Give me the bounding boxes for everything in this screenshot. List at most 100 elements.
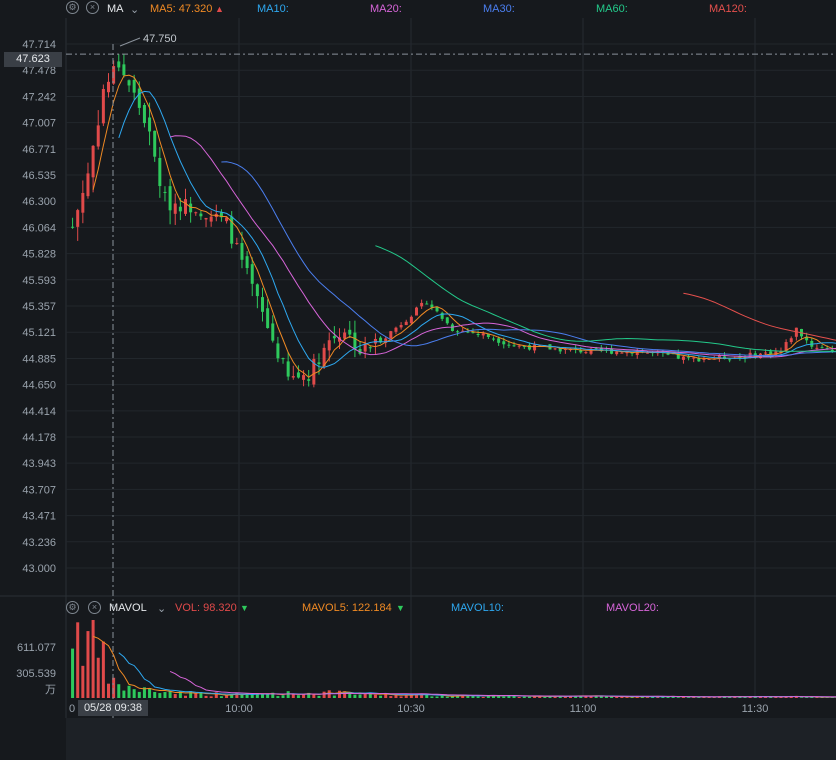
candle-body xyxy=(148,117,152,132)
candle-body xyxy=(209,216,213,222)
candle-body xyxy=(250,264,254,284)
price-tick-label: 44.885 xyxy=(22,353,56,365)
candle-body xyxy=(112,66,116,84)
settings-icon[interactable]: ⚙ xyxy=(66,1,79,14)
candle-body xyxy=(281,358,285,360)
ma5-line xyxy=(92,74,836,378)
volume-bar xyxy=(671,696,675,698)
candle-body xyxy=(81,192,85,213)
price-tick-label: 44.414 xyxy=(22,406,56,418)
volume-bar xyxy=(178,691,182,698)
candle-body xyxy=(743,356,747,359)
mavol10-line xyxy=(118,652,836,698)
volume-bar xyxy=(163,692,167,698)
crosshair-price-label: 47.623 xyxy=(4,52,62,67)
volume-bar xyxy=(230,694,234,698)
volume-bar xyxy=(810,696,814,698)
candle-body xyxy=(805,337,809,341)
candle-body xyxy=(379,337,383,343)
candle-body xyxy=(563,348,567,350)
mavol20-label: MAVOL20: xyxy=(606,602,659,614)
volume-bar xyxy=(543,696,547,698)
mavol5-label: MAVOL5: 122.184 xyxy=(302,602,392,614)
candle-body xyxy=(291,376,295,378)
price-tick-label: 47.007 xyxy=(22,118,56,130)
candle-body xyxy=(107,81,110,93)
candle-body xyxy=(702,358,706,361)
time-tick-label: 10:30 xyxy=(397,703,425,715)
candle-body xyxy=(512,345,516,347)
volume-bar xyxy=(296,695,300,698)
volume-bar xyxy=(589,695,593,698)
volume-bar xyxy=(651,696,655,698)
volume-bar xyxy=(245,693,249,698)
volume-bar xyxy=(758,697,762,698)
volume-bar xyxy=(281,695,285,698)
close-icon[interactable]: × xyxy=(88,601,101,614)
volume-bar xyxy=(481,696,485,698)
volume-bar xyxy=(353,694,357,698)
volume-bar xyxy=(625,697,629,698)
candle-body xyxy=(589,348,593,354)
volume-bar xyxy=(697,697,701,698)
volume-bar xyxy=(81,665,85,698)
volume-bar xyxy=(307,692,311,698)
volume-bar xyxy=(738,696,742,698)
settings-icon[interactable]: ⚙ xyxy=(66,601,79,614)
volume-bar xyxy=(461,694,465,698)
candle-body xyxy=(646,352,649,354)
volume-bar xyxy=(620,696,624,698)
volume-bar xyxy=(764,696,768,698)
ma5-arrow-icon: ▲ xyxy=(215,4,224,14)
volume-bar xyxy=(681,696,685,698)
candle-body xyxy=(830,349,834,351)
volume-bar xyxy=(153,691,157,698)
crosshair-time-label: 05/28 09:38 xyxy=(78,700,148,716)
volume-bar xyxy=(784,696,788,698)
candle-body xyxy=(594,347,598,349)
volume-bar xyxy=(302,694,306,698)
chevron-down-icon[interactable]: ⌄ xyxy=(157,603,167,615)
ma10-line xyxy=(118,90,836,368)
volume-bar xyxy=(563,695,567,698)
volume-bar xyxy=(435,696,439,698)
volume-bar xyxy=(142,687,146,698)
price-tick-label: 44.178 xyxy=(22,432,56,444)
price-tick-label: 46.771 xyxy=(22,144,56,156)
volume-bar xyxy=(558,695,562,698)
candle-body xyxy=(153,130,157,157)
candle-body xyxy=(230,216,234,244)
candle-body xyxy=(420,302,424,307)
chevron-down-icon[interactable]: ⌄ xyxy=(130,4,140,16)
candle-body xyxy=(127,80,131,86)
volume-tick-label: 305.539 xyxy=(16,668,56,680)
candle-body xyxy=(307,379,311,381)
candle-body xyxy=(317,362,321,365)
volume-bar xyxy=(420,693,424,698)
price-tick-label: 44.650 xyxy=(22,380,56,392)
close-icon[interactable]: × xyxy=(86,1,99,14)
volume-bar xyxy=(445,696,449,698)
volume-bar xyxy=(276,696,280,698)
volume-bar xyxy=(404,694,408,698)
volume-bar xyxy=(440,695,444,698)
volume-bar xyxy=(255,693,259,698)
volume-bar xyxy=(204,695,208,698)
volume-bar xyxy=(338,690,341,698)
price-tick-label: 43.000 xyxy=(22,563,56,575)
candle-body xyxy=(450,324,454,331)
volume-bar xyxy=(594,696,598,698)
candle-body xyxy=(132,79,136,93)
ma20-line xyxy=(169,135,836,358)
volume-bar xyxy=(476,696,480,698)
ma5-label: MA5: 47.320 xyxy=(150,3,213,15)
volume-bar xyxy=(615,697,619,698)
candle-body xyxy=(717,355,721,359)
candle-body xyxy=(456,331,460,333)
time-navigator-scrollbar[interactable] xyxy=(66,718,836,760)
candle-body xyxy=(738,356,742,358)
candle-body xyxy=(687,356,691,358)
volume-bar xyxy=(101,641,105,698)
